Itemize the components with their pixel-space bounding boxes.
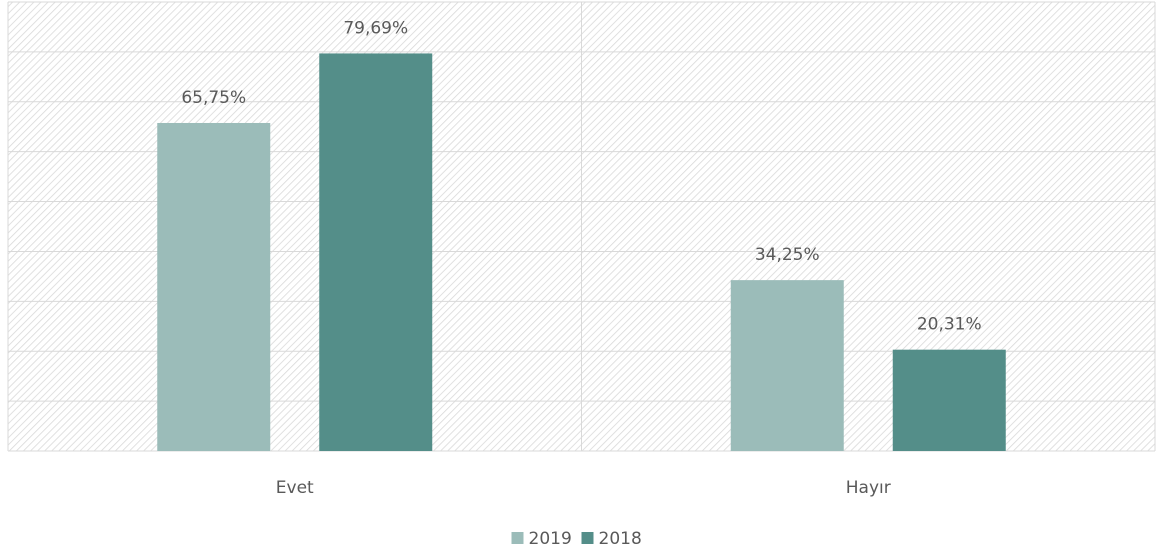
legend-swatch — [581, 532, 594, 544]
bar — [730, 280, 844, 451]
data-label: 20,31% — [917, 315, 982, 335]
bar — [157, 122, 271, 451]
legend-label: 2019 — [529, 529, 572, 549]
bar — [892, 349, 1006, 451]
data-label: 79,69% — [343, 18, 408, 38]
data-label: 34,25% — [755, 245, 820, 265]
legend-label: 2018 — [599, 529, 642, 549]
x-tick-label: Evet — [276, 478, 314, 498]
bar — [319, 53, 433, 451]
x-tick-label: Hayır — [846, 478, 891, 498]
legend-swatch — [511, 532, 524, 544]
data-label: 65,75% — [181, 88, 246, 108]
